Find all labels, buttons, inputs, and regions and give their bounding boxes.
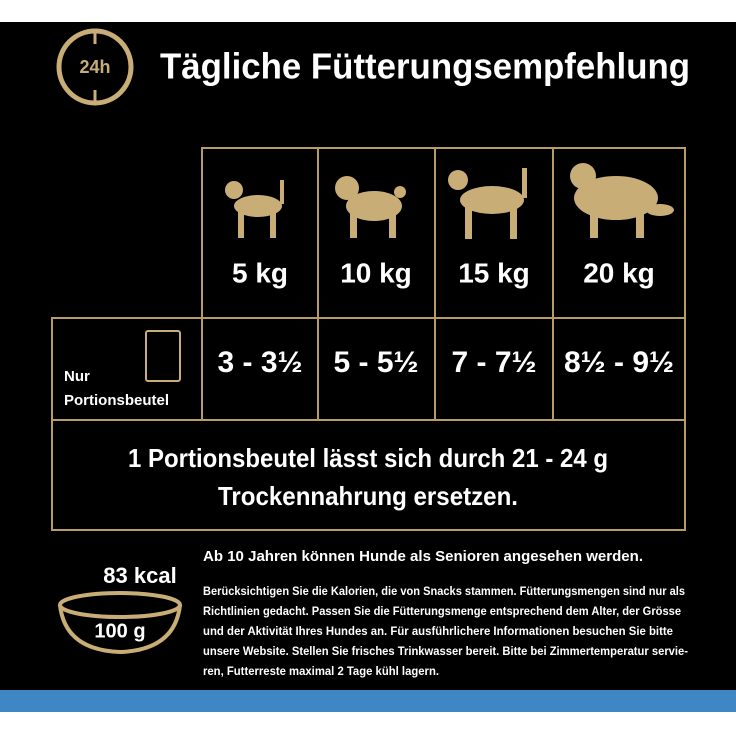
badge-ring — [56, 28, 134, 106]
body-line: und der Aktivität Ihres Hundes an. Für a… — [203, 626, 673, 638]
dog-icon — [448, 168, 527, 239]
dog-icon — [335, 176, 406, 238]
body-line: ren, Futterreste maximal 2 Tage kühl lag… — [203, 666, 439, 678]
badge-label: 24h — [79, 57, 110, 77]
body-line: Berücksichtigen Sie die Kalorien, die vo… — [203, 586, 685, 598]
kcal: 83 kcal — [103, 563, 176, 588]
portion-value: 3 - 3½ — [217, 346, 302, 379]
dog-icon — [570, 163, 674, 238]
bowl — [58, 604, 182, 655]
portion-value: 7 - 7½ — [451, 346, 536, 379]
note-line: 1 Portionsbeutel lässt sich durch 21 - 2… — [128, 443, 608, 473]
pouch-icon — [145, 330, 181, 382]
headline: Ab 10 Jahren können Hunde als Senioren a… — [203, 548, 643, 565]
portion-value: 8½ - 9½ — [564, 346, 674, 379]
dog-icon — [225, 180, 284, 238]
weight-label: 5 kg — [232, 257, 288, 288]
weight-label: 20 kg — [583, 257, 655, 288]
bowl-rim — [58, 591, 182, 619]
row-label: Portionsbeutel — [64, 392, 169, 409]
weight-label: 15 kg — [458, 257, 530, 288]
title: Tägliche Fütterungsempfehlung — [160, 46, 690, 87]
blue-strip — [0, 690, 736, 712]
row-label: Nur — [64, 368, 90, 385]
weight-label: 10 kg — [340, 257, 412, 288]
body-line: unsere Website. Stellen Sie frisches Tri… — [203, 646, 688, 658]
portion-value: 5 - 5½ — [333, 346, 418, 379]
portion-weight: 100 g — [94, 620, 145, 642]
panel — [0, 22, 736, 692]
table-grid — [51, 147, 686, 531]
body-line: Richtlinien gedacht. Passen Sie die Fütt… — [203, 606, 681, 618]
note-line: Trockennahrung ersetzen. — [218, 481, 518, 511]
